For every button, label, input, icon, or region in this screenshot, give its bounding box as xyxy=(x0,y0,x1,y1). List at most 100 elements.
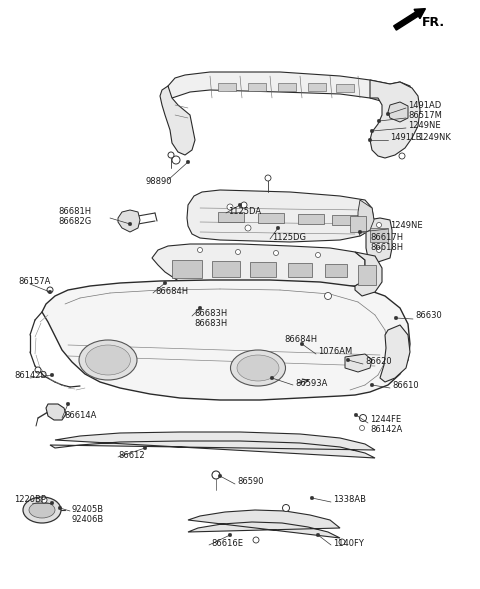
Text: 1491LB: 1491LB xyxy=(390,133,421,141)
Text: 1244FE: 1244FE xyxy=(370,415,401,425)
Bar xyxy=(325,264,347,277)
Polygon shape xyxy=(380,325,410,382)
Circle shape xyxy=(370,129,374,133)
Bar xyxy=(350,216,366,232)
Polygon shape xyxy=(42,280,410,400)
Bar xyxy=(288,263,312,277)
Text: 86684H: 86684H xyxy=(284,336,317,345)
Bar xyxy=(370,228,388,242)
Circle shape xyxy=(50,501,54,505)
Text: 86590: 86590 xyxy=(237,478,264,487)
Text: 1125DA: 1125DA xyxy=(228,207,261,216)
Bar xyxy=(358,265,376,285)
Text: 86620: 86620 xyxy=(365,358,392,366)
Bar xyxy=(248,83,266,91)
Bar xyxy=(332,215,358,225)
Circle shape xyxy=(310,496,314,500)
Ellipse shape xyxy=(85,345,131,375)
Text: 86612: 86612 xyxy=(118,451,144,459)
Bar xyxy=(212,261,240,277)
Circle shape xyxy=(47,287,53,293)
Circle shape xyxy=(370,383,374,387)
Circle shape xyxy=(245,225,251,231)
Text: 86142D: 86142D xyxy=(14,372,47,380)
Text: 1249NE: 1249NE xyxy=(390,221,422,230)
Ellipse shape xyxy=(79,340,137,380)
Polygon shape xyxy=(168,72,412,105)
Circle shape xyxy=(168,152,174,158)
Circle shape xyxy=(253,537,259,543)
Text: 86684H: 86684H xyxy=(155,286,188,296)
Polygon shape xyxy=(345,354,372,372)
Polygon shape xyxy=(370,80,420,158)
Text: 86618H: 86618H xyxy=(370,243,403,253)
Circle shape xyxy=(394,316,398,320)
Polygon shape xyxy=(160,86,195,155)
Circle shape xyxy=(316,533,320,537)
Text: 86630: 86630 xyxy=(415,312,442,320)
Bar xyxy=(172,260,202,278)
Circle shape xyxy=(265,175,271,181)
Polygon shape xyxy=(50,432,375,458)
Bar xyxy=(218,212,244,222)
Circle shape xyxy=(241,202,247,208)
Circle shape xyxy=(66,402,70,406)
Circle shape xyxy=(386,112,390,116)
Circle shape xyxy=(315,253,321,257)
Circle shape xyxy=(236,250,240,254)
Text: 1338AB: 1338AB xyxy=(333,495,366,504)
Polygon shape xyxy=(46,404,66,420)
Circle shape xyxy=(227,204,233,210)
Text: 1491AD: 1491AD xyxy=(408,101,441,110)
Text: 86683H: 86683H xyxy=(194,319,227,329)
Text: 1076AM: 1076AM xyxy=(318,348,352,356)
Text: 86682G: 86682G xyxy=(58,217,91,227)
FancyArrow shape xyxy=(394,9,425,30)
Text: 86681H: 86681H xyxy=(58,207,91,217)
Circle shape xyxy=(212,471,220,479)
Circle shape xyxy=(270,376,274,380)
Circle shape xyxy=(399,153,405,159)
Text: 86614A: 86614A xyxy=(64,411,96,419)
Circle shape xyxy=(346,358,350,362)
Text: 1220BP: 1220BP xyxy=(14,495,46,505)
Circle shape xyxy=(50,373,54,377)
Ellipse shape xyxy=(29,502,55,518)
Ellipse shape xyxy=(237,355,279,381)
Text: 98890: 98890 xyxy=(145,177,171,187)
Circle shape xyxy=(324,293,332,299)
Text: 1249NE: 1249NE xyxy=(408,121,441,130)
Text: FR.: FR. xyxy=(422,15,445,28)
Text: 86157A: 86157A xyxy=(18,277,50,286)
Polygon shape xyxy=(152,244,365,302)
Bar xyxy=(258,213,284,223)
Circle shape xyxy=(300,342,304,346)
Text: 86616E: 86616E xyxy=(211,538,243,548)
Text: 86617H: 86617H xyxy=(370,233,403,243)
Polygon shape xyxy=(187,190,374,242)
Circle shape xyxy=(218,474,222,478)
Text: 86610: 86610 xyxy=(392,380,419,389)
Text: 1125DG: 1125DG xyxy=(272,233,306,241)
Circle shape xyxy=(238,203,242,207)
Polygon shape xyxy=(366,218,392,262)
Circle shape xyxy=(197,247,203,253)
Bar xyxy=(218,83,236,91)
Circle shape xyxy=(360,425,364,431)
Circle shape xyxy=(354,413,358,417)
Text: 86683H: 86683H xyxy=(194,309,227,319)
Circle shape xyxy=(35,367,41,373)
Text: 1249NK: 1249NK xyxy=(418,133,451,141)
Text: 86593A: 86593A xyxy=(295,379,327,388)
Circle shape xyxy=(163,281,167,285)
Circle shape xyxy=(198,306,202,310)
Text: 92405B: 92405B xyxy=(72,505,104,514)
Polygon shape xyxy=(355,252,382,296)
Bar xyxy=(336,84,354,92)
Polygon shape xyxy=(118,210,140,232)
Bar xyxy=(298,214,324,224)
Circle shape xyxy=(358,230,362,234)
Ellipse shape xyxy=(23,497,61,523)
Circle shape xyxy=(376,247,382,253)
Text: 86517M: 86517M xyxy=(408,111,442,120)
